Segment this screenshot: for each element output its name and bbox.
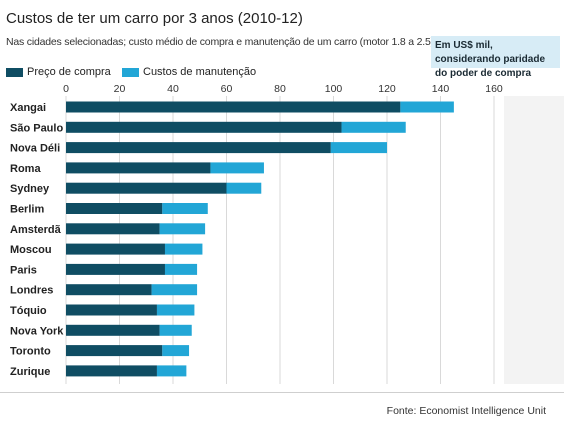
chart-title: Custos de ter um carro por 3 anos (2010-… bbox=[6, 10, 303, 27]
category-label: Xangai bbox=[10, 102, 46, 114]
source-note: Fonte: Economist Intelligence Unit bbox=[386, 405, 546, 417]
chart-subtitle: Nas cidades selecionadas; custo médio de… bbox=[6, 36, 434, 48]
x-tick-label-80: 80 bbox=[274, 83, 286, 95]
bar-segment-purchase bbox=[66, 345, 163, 357]
category-label: Zurique bbox=[10, 366, 50, 378]
bar-segment-purchase bbox=[66, 121, 342, 133]
category-label: Berlim bbox=[10, 204, 44, 216]
legend-swatch-maintenance bbox=[122, 67, 139, 77]
legend-label-purchase: Preço de compra bbox=[27, 66, 111, 78]
category-label: São Paulo bbox=[10, 122, 63, 134]
footer-divider bbox=[0, 392, 564, 393]
bar-segment-maintenance bbox=[162, 345, 190, 357]
bar-segment-purchase bbox=[66, 223, 160, 235]
bar-segment-maintenance bbox=[159, 324, 192, 336]
bar-segment-maintenance bbox=[162, 203, 208, 214]
bar-segment-purchase bbox=[66, 365, 157, 377]
bar-segment-purchase bbox=[66, 263, 165, 275]
bar-segment-maintenance bbox=[164, 243, 203, 255]
legend-item-purchase: Preço de compra bbox=[6, 66, 111, 78]
x-tick-label-140: 140 bbox=[432, 83, 450, 95]
bar-segment-purchase bbox=[66, 101, 401, 113]
x-tick-label-100: 100 bbox=[325, 83, 343, 95]
x-tick-label-60: 60 bbox=[221, 83, 233, 95]
bar-segment-purchase bbox=[66, 162, 211, 174]
bar-segment-purchase bbox=[66, 243, 165, 255]
category-label: Paris bbox=[10, 264, 37, 276]
category-label: Londres bbox=[10, 285, 53, 297]
category-label: Amsterdã bbox=[10, 224, 62, 236]
bar-segment-maintenance bbox=[210, 162, 264, 174]
unit-note-box: Em US$ mil, considerando paridade do pod… bbox=[431, 36, 560, 79]
legend-swatch-purchase bbox=[6, 67, 23, 77]
bar-segment-purchase bbox=[66, 142, 331, 154]
bar-segment-purchase bbox=[66, 284, 152, 296]
bar-segment-maintenance bbox=[159, 223, 206, 235]
category-label: Roma bbox=[10, 163, 41, 175]
legend-item-maintenance: Custos de manutenção bbox=[122, 66, 256, 78]
category-label: Moscou bbox=[10, 244, 52, 256]
bar-segment-purchase bbox=[66, 324, 160, 336]
bar-segment-maintenance bbox=[156, 365, 187, 377]
bar-segment-purchase bbox=[66, 203, 163, 214]
x-tick-label-20: 20 bbox=[114, 83, 126, 95]
x-tick-label-120: 120 bbox=[378, 83, 396, 95]
bar-segment-maintenance bbox=[156, 304, 195, 316]
plot-extension-shade bbox=[504, 96, 564, 384]
x-tick-label-160: 160 bbox=[485, 83, 503, 95]
bar-segment-purchase bbox=[66, 182, 227, 194]
x-tick-label-40: 40 bbox=[167, 83, 179, 95]
category-label: Sydney bbox=[10, 183, 50, 195]
category-label: Toronto bbox=[10, 346, 51, 358]
bar-segment-maintenance bbox=[164, 263, 198, 275]
bar-segment-maintenance bbox=[400, 101, 454, 113]
category-label: Tóquio bbox=[10, 305, 47, 317]
bar-segment-maintenance bbox=[341, 121, 406, 133]
category-label: Nova Déli bbox=[10, 143, 60, 155]
bar-segment-maintenance bbox=[226, 182, 262, 194]
bar-segment-maintenance bbox=[151, 284, 198, 296]
category-label: Nova York bbox=[10, 325, 64, 337]
bar-segment-maintenance bbox=[330, 142, 387, 154]
bar-segment-purchase bbox=[66, 304, 157, 316]
x-tick-label-0: 0 bbox=[63, 83, 69, 95]
bar-chart: 0 20 40 60 80 100 120 140 160 Xangai São Paulo Nova… bbox=[10, 83, 564, 384]
legend-label-maintenance: Custos de manutenção bbox=[143, 66, 257, 78]
